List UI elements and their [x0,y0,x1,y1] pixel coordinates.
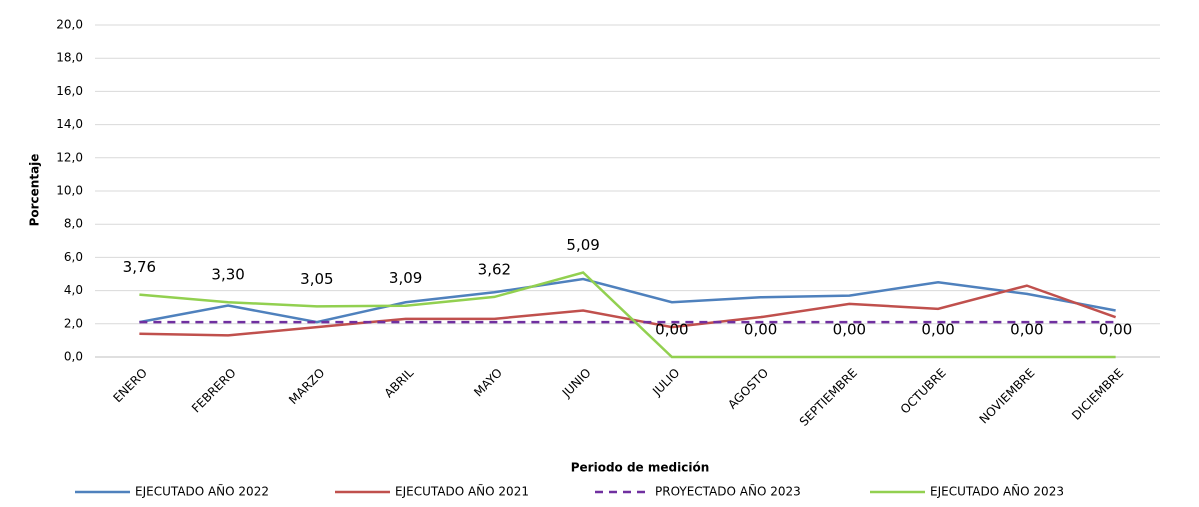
x-tick-label: FEBRERO [189,366,239,416]
x-tick-label: SEPTIEMBRE [797,366,860,429]
series-line [139,277,1116,324]
x-tick-label: AGOSTO [725,366,771,412]
x-tick-label: MARZO [286,366,327,407]
y-tick-label: 6,0 [64,250,83,264]
y-tick-label: 16,0 [56,84,83,98]
legend-label: EJECUTADO AÑO 2023 [930,484,1064,499]
y-tick-label: 4,0 [64,283,83,297]
data-label: 0,00 [655,321,688,339]
data-label: 0,00 [1099,321,1132,339]
y-tick-label: 2,0 [64,316,83,330]
x-tick-label: OCTUBRE [898,366,949,417]
y-tick-label: 12,0 [56,150,83,164]
legend-label: PROYECTADO AÑO 2023 [655,484,801,499]
x-axis-title: Periodo de medición [571,461,710,475]
data-label: 0,00 [1010,321,1043,339]
y-tick-label: 0,0 [64,350,83,364]
data-label: 0,00 [744,321,777,339]
series-line [139,271,1116,359]
y-tick-label: 14,0 [56,117,83,131]
x-tick-label: JULIO [649,366,682,399]
data-label: 3,62 [478,260,511,278]
legend-label: EJECUTADO AÑO 2022 [135,484,269,499]
y-tick-label: 20,0 [56,18,83,32]
data-label: 0,00 [921,321,954,339]
x-tick-label: DICIEMBRE [1069,366,1126,423]
data-label: 3,09 [389,269,422,287]
data-label: 3,05 [300,270,333,288]
y-tick-label: 8,0 [64,217,83,231]
y-axis-title: Porcentaje [28,154,42,227]
data-label: 3,76 [123,258,156,276]
x-tick-label: JUNIO [559,366,594,401]
x-tick-label: ABRIL [382,365,417,400]
data-label: 3,30 [211,266,244,284]
y-tick-label: 10,0 [56,184,83,198]
x-tick-label: NOVIEMBRE [977,366,1038,427]
series-line [139,284,1117,337]
data-label: 0,00 [833,321,866,339]
x-tick-label: ENERO [110,366,150,406]
data-label: 5,09 [566,236,599,254]
legend-label: EJECUTADO AÑO 2021 [395,484,529,499]
x-tick-label: MAYO [471,366,505,400]
y-tick-label: 18,0 [56,51,83,65]
